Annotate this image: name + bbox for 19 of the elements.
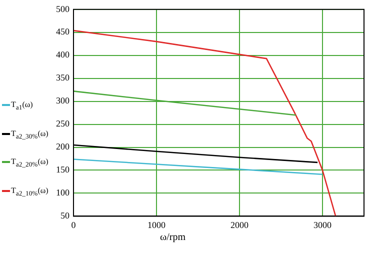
x-tick-label: 1000 (148, 220, 166, 230)
y-tick-label: 450 (56, 26, 70, 37)
y-tick-label: 50 (60, 210, 70, 221)
x-axis-title: ω/rpm (160, 232, 186, 243)
y-tick-label: 100 (56, 188, 70, 198)
legend-label: T$_{a2_20%}$(ω) (11, 157, 48, 169)
x-tick-label: 0 (71, 220, 76, 230)
legend-label: T$_{a1}$(ω) (11, 100, 33, 112)
legend-label: T$_{a2_10%}$(ω) (11, 186, 48, 198)
y-tick-label: 300 (56, 96, 70, 106)
x-tick-label: 2000 (230, 220, 249, 230)
y-tick-label: 500 (56, 4, 70, 14)
y-tick-label: 350 (56, 72, 70, 83)
y-tick-label: 250 (56, 118, 70, 129)
y-tick-label: 200 (56, 142, 70, 152)
legend-label: T$_{a2_30%}$(ω) (11, 128, 48, 140)
x-tick-label: 3000 (314, 220, 332, 230)
y-tick-label: 150 (56, 164, 70, 175)
y-tick-label: 400 (56, 50, 70, 60)
